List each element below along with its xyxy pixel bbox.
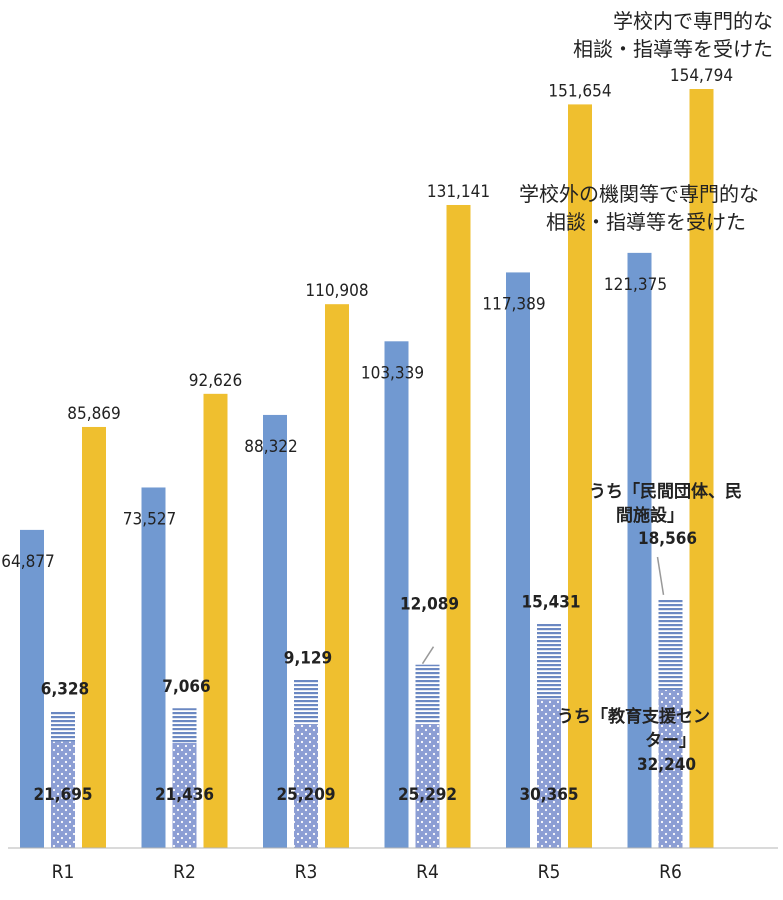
bars-layer xyxy=(20,89,714,849)
value-label-inside-R5: 151,654 xyxy=(548,81,611,101)
bar-inside-R4 xyxy=(446,204,471,848)
bar-center-R3 xyxy=(294,724,318,848)
annotation-private: うち「民間団体、民 間施設」 xyxy=(589,481,742,526)
bar-inside-R6 xyxy=(689,89,714,848)
x-tick-label-R3: R3 xyxy=(295,861,318,883)
value-label-center-R4: 25,292 xyxy=(398,785,457,805)
value-label-private-R2: 7,066 xyxy=(162,677,210,697)
bar-center-R4 xyxy=(415,723,440,848)
value-label-private-R3: 9,129 xyxy=(284,649,332,669)
x-tick-label-R4: R4 xyxy=(416,861,439,883)
value-label-inside-R6: 154,794 xyxy=(670,66,733,86)
x-tick-label-R6: R6 xyxy=(659,861,682,883)
annotation-outside-line2: 相談・指導等を受けた xyxy=(546,210,746,234)
annotation-outside-line1: 学校外の機関等で専門的な xyxy=(519,182,759,206)
bar-center-R1 xyxy=(51,741,75,848)
value-label-center-R6: 32,240 xyxy=(637,755,696,775)
bar-private-R5 xyxy=(537,623,561,700)
bar-center-R6 xyxy=(658,689,683,848)
value-label-outside-R2: 73,527 xyxy=(123,509,177,529)
leader-line-private-R4 xyxy=(421,646,435,665)
value-label-inside-R1: 85,869 xyxy=(67,404,121,424)
value-label-outside-R4: 103,339 xyxy=(361,363,424,383)
value-label-private-R5: 15,431 xyxy=(521,592,580,612)
value-label-center-R3: 25,209 xyxy=(276,785,335,805)
value-labels-layer: 85,869 64,877 6,328 21,695 92,626 73,527 7,066… xyxy=(1,66,733,805)
x-tick-label-R5: R5 xyxy=(538,861,561,883)
bar-outside-R1 xyxy=(20,529,44,848)
annotation-inside: 学校内で専門的な 相談・指導等を受けた xyxy=(573,9,773,61)
bar-private-R1 xyxy=(51,710,75,742)
value-label-center-R1: 21,695 xyxy=(33,785,92,805)
bar-private-R2 xyxy=(172,708,197,743)
bar-center-R2 xyxy=(172,742,197,848)
bar-private-R3 xyxy=(294,679,318,725)
annotation-outside: 学校外の機関等で専門的な 相談・指導等を受けた xyxy=(519,182,759,234)
annotation-inside-line2: 相談・指導等を受けた xyxy=(573,37,773,61)
value-label-inside-R3: 110,908 xyxy=(305,281,368,301)
annotation-center-line2: ター」 xyxy=(645,731,696,751)
annotation-private-line2: 間施設」 xyxy=(616,505,684,526)
bar-private-R4 xyxy=(415,664,440,724)
annotation-inside-line1: 学校内で専門的な xyxy=(613,9,773,33)
annotation-center-line1: うち「教育支援セン xyxy=(557,706,710,727)
value-label-outside-R3: 88,322 xyxy=(244,437,298,457)
bar-outside-R6 xyxy=(627,252,652,848)
annotation-center: うち「教育支援セン ター」 xyxy=(557,706,710,751)
value-label-private-R1: 6,328 xyxy=(41,680,89,700)
value-label-outside-R5: 117,389 xyxy=(482,294,545,314)
value-label-outside-R1: 64,877 xyxy=(1,552,55,572)
value-label-center-R5: 30,365 xyxy=(519,785,578,805)
bar-inside-R2 xyxy=(203,393,228,848)
x-tick-labels: R1 R2 R3 R4 R5 R6 xyxy=(52,861,682,883)
bar-private-R6 xyxy=(658,598,683,690)
value-label-center-R2: 21,436 xyxy=(155,785,214,805)
bar-outside-R5 xyxy=(506,272,530,848)
bar-outside-R4 xyxy=(384,341,409,848)
x-tick-label-R1: R1 xyxy=(52,861,75,883)
value-label-private-R4: 12,089 xyxy=(400,595,459,615)
x-tick-label-R2: R2 xyxy=(173,861,196,883)
bar-outside-R3 xyxy=(263,414,287,848)
value-label-private-R6: 18,566 xyxy=(638,529,697,549)
annotation-private-line1: うち「民間団体、民 xyxy=(589,481,742,502)
bar-inside-R1 xyxy=(82,426,106,848)
value-label-inside-R4: 131,141 xyxy=(427,182,490,202)
leader-line-private-R6 xyxy=(656,556,665,596)
bar-inside-R5 xyxy=(568,104,592,849)
bar-inside-R3 xyxy=(325,304,349,849)
value-label-inside-R2: 92,626 xyxy=(189,371,243,391)
bar-center-R5 xyxy=(537,699,561,848)
bar-outside-R2 xyxy=(141,487,166,848)
value-label-outside-R6: 121,375 xyxy=(604,275,667,295)
